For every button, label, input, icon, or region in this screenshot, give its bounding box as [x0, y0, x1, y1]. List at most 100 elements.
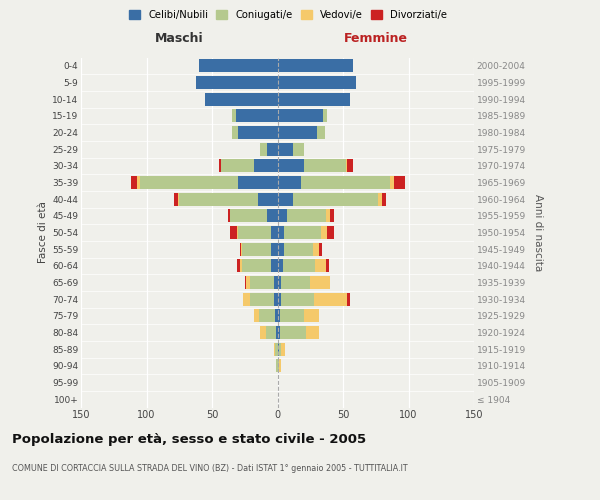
- Bar: [277, 342, 286, 355]
- Bar: [228, 210, 277, 222]
- Y-axis label: Anni di nascita: Anni di nascita: [533, 194, 542, 271]
- Bar: [277, 242, 284, 256]
- Bar: [277, 142, 304, 156]
- Bar: [277, 210, 334, 222]
- Bar: [242, 260, 277, 272]
- Bar: [277, 160, 353, 172]
- Bar: [238, 126, 277, 139]
- Bar: [260, 142, 277, 156]
- Text: Femmine: Femmine: [344, 32, 408, 46]
- Bar: [239, 242, 277, 256]
- Bar: [277, 360, 281, 372]
- Bar: [179, 192, 277, 205]
- Bar: [277, 160, 347, 172]
- Bar: [259, 310, 277, 322]
- Bar: [277, 342, 281, 355]
- Bar: [178, 192, 277, 205]
- Bar: [277, 60, 353, 72]
- Bar: [221, 160, 277, 172]
- Bar: [277, 110, 323, 122]
- Legend: Celibi/Nubili, Coniugati/e, Vedovi/e, Divorziati/e: Celibi/Nubili, Coniugati/e, Vedovi/e, Di…: [125, 6, 451, 24]
- Bar: [236, 110, 277, 122]
- Bar: [275, 342, 277, 355]
- Bar: [277, 176, 394, 189]
- Bar: [277, 260, 329, 272]
- Bar: [277, 226, 334, 239]
- Bar: [277, 276, 281, 289]
- Bar: [239, 260, 277, 272]
- Bar: [277, 292, 314, 306]
- Bar: [196, 76, 277, 89]
- Bar: [277, 292, 350, 306]
- Bar: [277, 260, 326, 272]
- Bar: [277, 92, 350, 106]
- Bar: [277, 310, 319, 322]
- Bar: [277, 160, 346, 172]
- Bar: [275, 310, 277, 322]
- Bar: [277, 210, 326, 222]
- Bar: [205, 92, 277, 106]
- Bar: [250, 292, 277, 306]
- Bar: [232, 110, 277, 122]
- Bar: [205, 92, 277, 106]
- Bar: [260, 326, 277, 339]
- Bar: [277, 210, 287, 222]
- Bar: [277, 76, 356, 89]
- Bar: [232, 126, 277, 139]
- Bar: [242, 242, 277, 256]
- Bar: [274, 342, 277, 355]
- Bar: [277, 276, 310, 289]
- Bar: [274, 276, 277, 289]
- Bar: [277, 160, 304, 172]
- Bar: [250, 276, 277, 289]
- Bar: [277, 142, 304, 156]
- Bar: [277, 310, 280, 322]
- Bar: [277, 310, 319, 322]
- Bar: [277, 192, 379, 205]
- Bar: [277, 310, 304, 322]
- Bar: [277, 360, 281, 372]
- Bar: [277, 176, 301, 189]
- Bar: [277, 292, 347, 306]
- Bar: [277, 276, 330, 289]
- Bar: [277, 210, 330, 222]
- Bar: [199, 60, 277, 72]
- Bar: [277, 292, 281, 306]
- Bar: [277, 60, 353, 72]
- Bar: [277, 226, 321, 239]
- Bar: [267, 210, 277, 222]
- Bar: [266, 326, 277, 339]
- Bar: [276, 326, 277, 339]
- Bar: [277, 192, 293, 205]
- Bar: [230, 210, 277, 222]
- Bar: [277, 76, 356, 89]
- Bar: [218, 160, 277, 172]
- Text: Popolazione per età, sesso e stato civile - 2005: Popolazione per età, sesso e stato civil…: [12, 432, 366, 446]
- Bar: [277, 242, 319, 256]
- Bar: [277, 242, 313, 256]
- Bar: [245, 276, 277, 289]
- Bar: [277, 76, 356, 89]
- Bar: [254, 310, 277, 322]
- Bar: [277, 176, 404, 189]
- Bar: [199, 60, 277, 72]
- Bar: [232, 126, 277, 139]
- Bar: [271, 226, 277, 239]
- Bar: [137, 176, 277, 189]
- Bar: [277, 276, 330, 289]
- Bar: [174, 192, 277, 205]
- Bar: [277, 342, 286, 355]
- Bar: [221, 160, 277, 172]
- Bar: [271, 242, 277, 256]
- Bar: [277, 326, 280, 339]
- Bar: [277, 110, 327, 122]
- Bar: [230, 210, 277, 222]
- Bar: [244, 292, 277, 306]
- Bar: [140, 176, 277, 189]
- Bar: [277, 142, 293, 156]
- Bar: [277, 126, 325, 139]
- Bar: [277, 92, 350, 106]
- Bar: [230, 226, 277, 239]
- Bar: [277, 260, 283, 272]
- Bar: [199, 60, 277, 72]
